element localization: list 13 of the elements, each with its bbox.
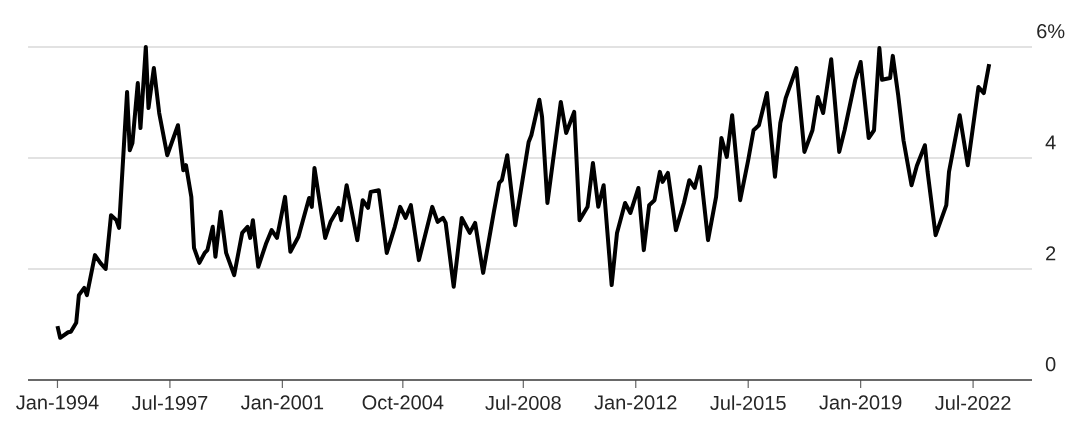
x-tick-label: Jan-2001 xyxy=(240,395,324,410)
x-tick-label: Jan-2012 xyxy=(594,395,677,410)
x-tick-label: Jan-1994 xyxy=(16,395,99,410)
x-tick-label: Jul-2008 xyxy=(485,395,561,411)
y-tick-label: 4 xyxy=(1045,135,1056,150)
x-tick-label: Oct-2004 xyxy=(362,395,444,410)
x-tick-label: Jan-2019 xyxy=(819,395,902,410)
y-tick-label: 0 xyxy=(1045,357,1056,372)
y-tick-label: 6% xyxy=(1037,24,1065,39)
y-tick-label: 2 xyxy=(1046,246,1056,261)
x-tick-label: Jul-2015 xyxy=(710,395,786,411)
x-tick-label: Jul-1997 xyxy=(131,395,208,411)
x-tick-label: Jul-2022 xyxy=(935,395,1011,411)
